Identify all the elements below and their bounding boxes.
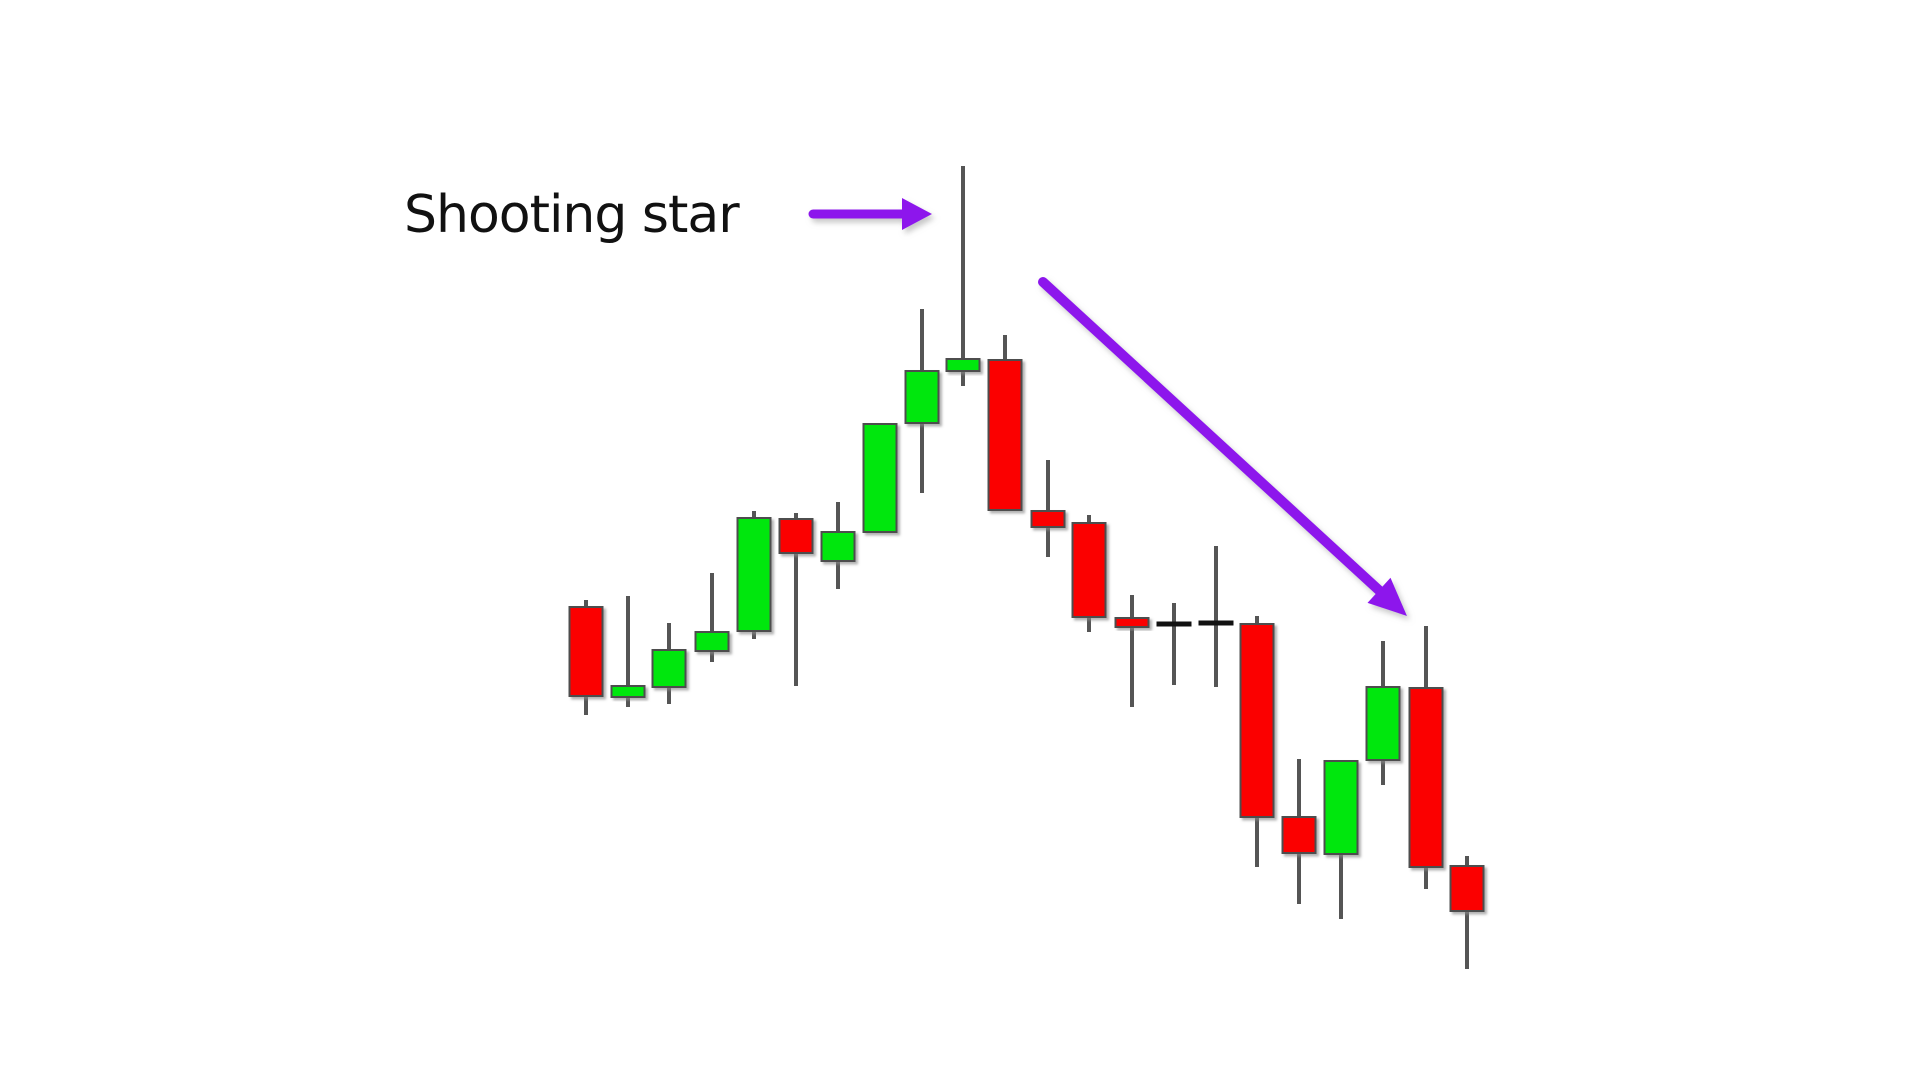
shooting-star-pointer-arrow bbox=[808, 198, 932, 230]
candle-body-green bbox=[610, 685, 646, 698]
shooting-star-label: Shooting star bbox=[404, 185, 740, 245]
candle-body-green bbox=[651, 649, 687, 688]
candle-body-green bbox=[1365, 686, 1401, 761]
candles-layer bbox=[568, 166, 1485, 969]
downtrend-arrow-shaft bbox=[1038, 277, 1385, 596]
candle-body-green bbox=[736, 517, 772, 632]
candle-body-red bbox=[1030, 510, 1066, 528]
candle-body-red bbox=[568, 606, 604, 697]
candle-body-red bbox=[1239, 623, 1275, 818]
downtrend-arrow-head bbox=[1367, 577, 1407, 616]
candle-body-red bbox=[1071, 522, 1107, 618]
candle-body-red bbox=[1408, 687, 1444, 868]
arrows-layer bbox=[808, 198, 1407, 616]
candle-body-red bbox=[1449, 865, 1485, 912]
candle-body-red bbox=[1114, 617, 1150, 628]
candle-body-red bbox=[778, 518, 814, 554]
candle-body-green bbox=[820, 531, 856, 562]
candle-body-red bbox=[987, 359, 1023, 511]
candle-body-green bbox=[694, 631, 730, 652]
downtrend-arrow bbox=[1038, 277, 1407, 616]
shooting-star-pointer-arrow-head bbox=[902, 198, 932, 230]
candle-body-green-shooting-star bbox=[945, 358, 981, 372]
candle-body-red bbox=[1281, 816, 1317, 854]
candle-body-green bbox=[904, 370, 940, 424]
candle-body-green bbox=[1323, 760, 1359, 855]
candle-body-green bbox=[862, 423, 898, 533]
